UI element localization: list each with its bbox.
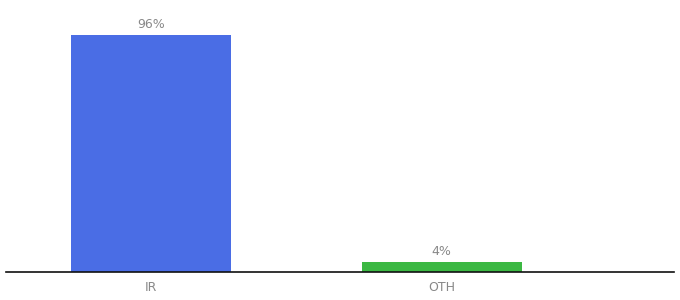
Text: 96%: 96% [137,18,165,32]
Bar [362,262,522,272]
Text: 4%: 4% [432,245,452,258]
Bar [71,35,231,272]
